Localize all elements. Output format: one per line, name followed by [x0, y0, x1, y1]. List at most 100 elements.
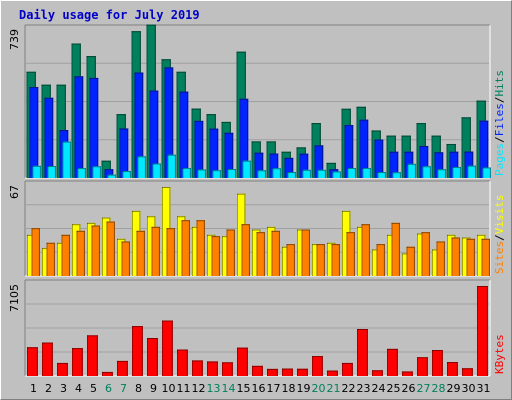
bar-pages	[272, 168, 281, 178]
bar-kbytes	[477, 286, 488, 376]
x-tick-label: 2	[45, 382, 52, 395]
y-axis-max-label: 67	[8, 185, 21, 199]
bar-sites	[211, 236, 220, 276]
bar-sites	[166, 228, 175, 276]
bar-pages	[392, 172, 401, 178]
legend-item-sites: Sites	[493, 241, 506, 274]
bar-kbytes	[42, 342, 53, 376]
bar-files	[269, 153, 279, 178]
bar-files	[29, 87, 39, 178]
bar-files	[419, 145, 429, 178]
bar-kbytes	[102, 371, 113, 376]
x-tick-label: 24	[372, 382, 386, 395]
legend-item-hits: Hits	[493, 70, 506, 97]
bar-files	[389, 151, 399, 178]
bar-sites	[181, 220, 190, 276]
bar-pages	[347, 168, 356, 178]
bar-files	[449, 151, 459, 178]
bar-pages	[377, 172, 386, 178]
x-tick-label: 12	[192, 382, 206, 395]
bar-kbytes	[387, 348, 398, 376]
bar-kbytes	[162, 320, 173, 376]
x-tick-label: 20	[312, 382, 326, 395]
x-tick-label: 1	[30, 382, 37, 395]
bar-files	[224, 132, 234, 178]
bar-files	[194, 120, 204, 178]
bar-files	[179, 91, 189, 178]
bar-kbytes	[147, 337, 158, 376]
x-tick-label: 11	[177, 382, 191, 395]
bar-kbytes	[402, 371, 413, 376]
bar-kbytes	[87, 335, 98, 376]
bar-sites	[346, 232, 355, 276]
bar-sites	[196, 220, 205, 276]
bar-files	[299, 153, 309, 178]
bar-sites	[46, 242, 55, 276]
bar-sites	[406, 246, 415, 276]
bar-pages	[452, 167, 461, 178]
bar-pages	[467, 165, 476, 178]
bar-files	[464, 151, 474, 178]
bar-pages	[332, 171, 341, 178]
bar-files	[239, 98, 249, 178]
bar-pages	[167, 154, 176, 178]
bar-pages	[152, 163, 161, 178]
bar-files	[149, 90, 159, 178]
bar-files	[359, 119, 369, 178]
legend-bottom: KBytes	[493, 334, 506, 374]
x-tick-label: 18	[282, 382, 296, 395]
bar-kbytes	[222, 362, 233, 376]
bar-kbytes	[207, 361, 218, 376]
legend-item-visits: Visits	[493, 195, 506, 235]
bar-sites	[256, 232, 265, 276]
bar-kbytes	[357, 329, 368, 376]
x-tick-label: 13	[207, 382, 221, 395]
bar-pages	[197, 169, 206, 178]
x-tick-label: 25	[387, 382, 401, 395]
x-tick-label: 7	[120, 382, 127, 395]
bar-kbytes	[72, 348, 83, 376]
bar-kbytes	[342, 362, 353, 376]
legend-item-files: Files	[493, 103, 506, 136]
bar-sites	[286, 244, 295, 276]
bar-kbytes	[117, 360, 128, 376]
bar-kbytes	[192, 360, 203, 376]
x-tick-label: 30	[462, 382, 476, 395]
bar-files	[44, 97, 54, 178]
bar-files	[134, 72, 144, 178]
bar-sites	[31, 228, 40, 276]
x-tick-label: 31	[477, 382, 491, 395]
bar-kbytes	[282, 368, 293, 376]
bar-pages	[107, 174, 116, 178]
legend-item-kbytes: KBytes	[493, 334, 506, 374]
bar-sites	[361, 224, 370, 276]
bar-pages	[257, 170, 266, 178]
bar-sites	[121, 241, 130, 276]
bar-pages	[407, 163, 416, 178]
bar-sites	[91, 225, 100, 276]
bar-sites	[331, 244, 340, 276]
bar-sites	[136, 230, 145, 276]
bar-files	[374, 139, 384, 178]
bar-files	[89, 77, 99, 178]
bar-files	[344, 125, 354, 178]
bar-kbytes	[252, 365, 263, 376]
bar-pages	[482, 167, 491, 178]
bar-kbytes	[57, 362, 68, 376]
x-tick-label: 5	[90, 382, 97, 395]
bar-pages	[137, 156, 146, 178]
bar-sites	[436, 241, 445, 276]
y-axis-max-label: 739	[8, 29, 21, 50]
bar-pages	[77, 168, 86, 178]
x-tick-label: 26	[402, 382, 416, 395]
bar-sites	[301, 229, 310, 276]
x-tick-label: 22	[342, 382, 356, 395]
bar-pages	[47, 166, 56, 178]
bar-sites	[226, 229, 235, 276]
x-tick-label: 3	[60, 382, 67, 395]
bar-files	[164, 67, 174, 178]
bar-kbytes	[327, 370, 338, 376]
bar-files	[119, 128, 129, 178]
